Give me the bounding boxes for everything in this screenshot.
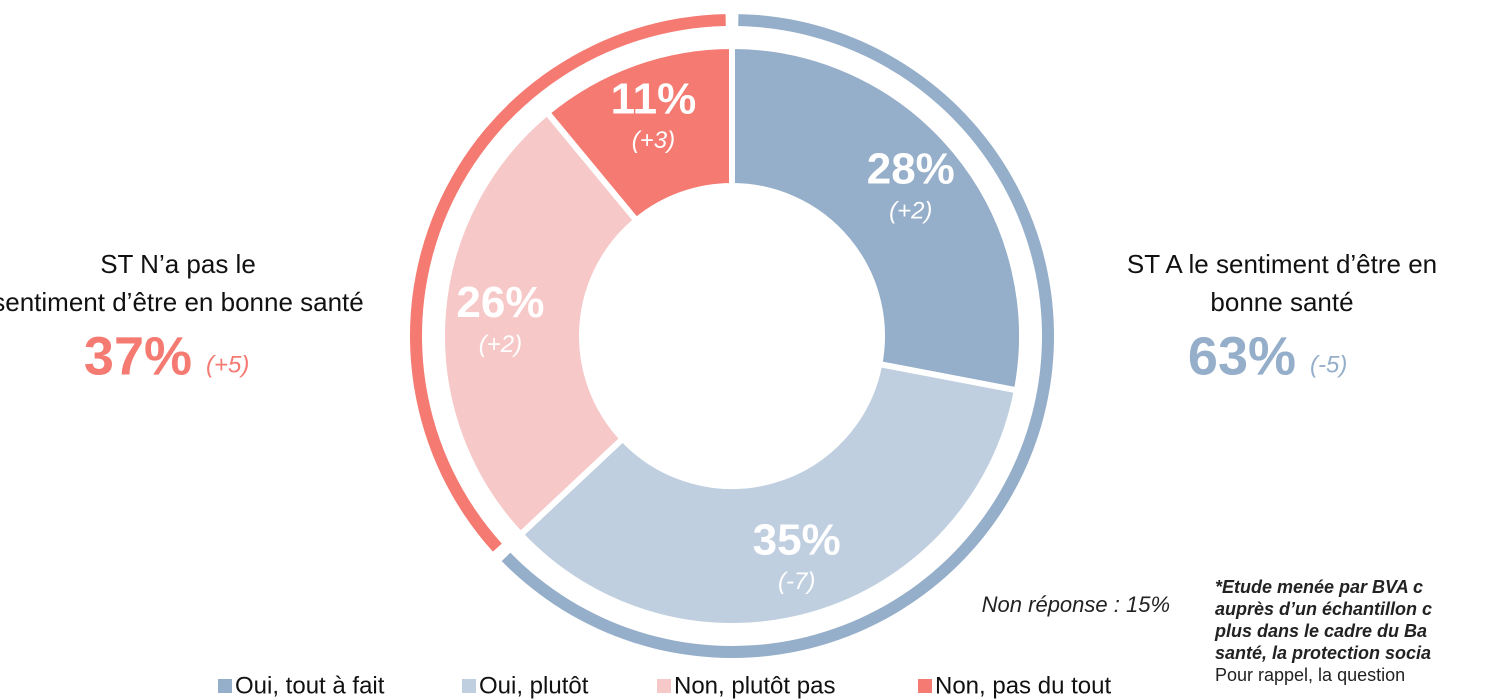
value-label: 28% [867, 145, 955, 194]
group-label-line: ST N’a pas le [100, 249, 256, 279]
value-label: 11% [611, 74, 697, 123]
footnote-line: santé, la protection socia [1215, 643, 1431, 663]
legend-swatch [657, 679, 671, 693]
footnote-line: *Etude menée par BVA c [1215, 577, 1423, 597]
group-value: 37% [84, 326, 192, 386]
change-label: (-7) [778, 568, 815, 595]
annotation: Non réponse : 15% [982, 592, 1170, 617]
change-label: (+3) [632, 127, 675, 154]
group-change: (+5) [206, 351, 249, 378]
footnote-line: auprès d’un échantillon c [1215, 599, 1432, 619]
legend-swatch [218, 679, 232, 693]
group-change: (-5) [1310, 351, 1347, 378]
donut-segment [729, 42, 1025, 394]
group-label-line: sentiment d’être en bonne santé [0, 287, 364, 317]
donut-segment [516, 360, 1021, 629]
legend-swatch [918, 679, 932, 693]
group-value: 63% [1188, 326, 1296, 386]
value-label: 26% [456, 278, 544, 327]
legend-label: Oui, tout à fait [235, 672, 385, 699]
change-label: (+2) [479, 331, 522, 358]
legend-swatch [462, 679, 476, 693]
group-label: ST N’a pas le sentiment d’être en bonne s… [0, 249, 364, 317]
group-label: ST A le sentiment d’être en bonne santé [1127, 249, 1437, 317]
group-label-line: ST A le sentiment d’être en [1127, 249, 1437, 279]
group-label-line: bonne santé [1210, 287, 1353, 317]
footnote-line: Pour rappel, la question [1215, 665, 1405, 685]
change-label: (+2) [889, 197, 932, 224]
donut-segment [439, 108, 641, 539]
legend-label: Oui, plutôt [479, 672, 589, 699]
legend-label: Non, plutôt pas [674, 672, 835, 699]
footnote-line: plus dans le cadre du Ba [1214, 621, 1427, 641]
donut-segment [542, 42, 735, 225]
group-arc [501, 14, 1054, 659]
value-label: 35% [753, 515, 841, 564]
legend-label: Non, pas du tout [935, 672, 1111, 699]
